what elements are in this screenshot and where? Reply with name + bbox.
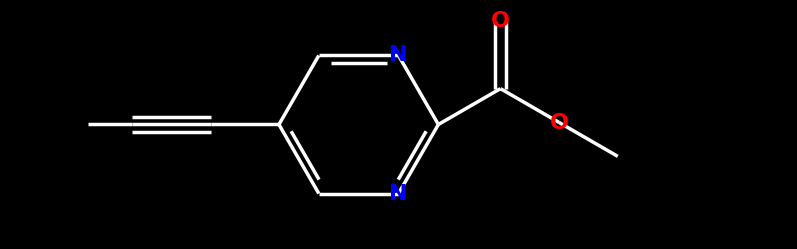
Text: O: O — [491, 11, 510, 31]
Text: N: N — [389, 184, 408, 203]
Text: O: O — [550, 113, 568, 132]
Text: N: N — [389, 46, 408, 65]
